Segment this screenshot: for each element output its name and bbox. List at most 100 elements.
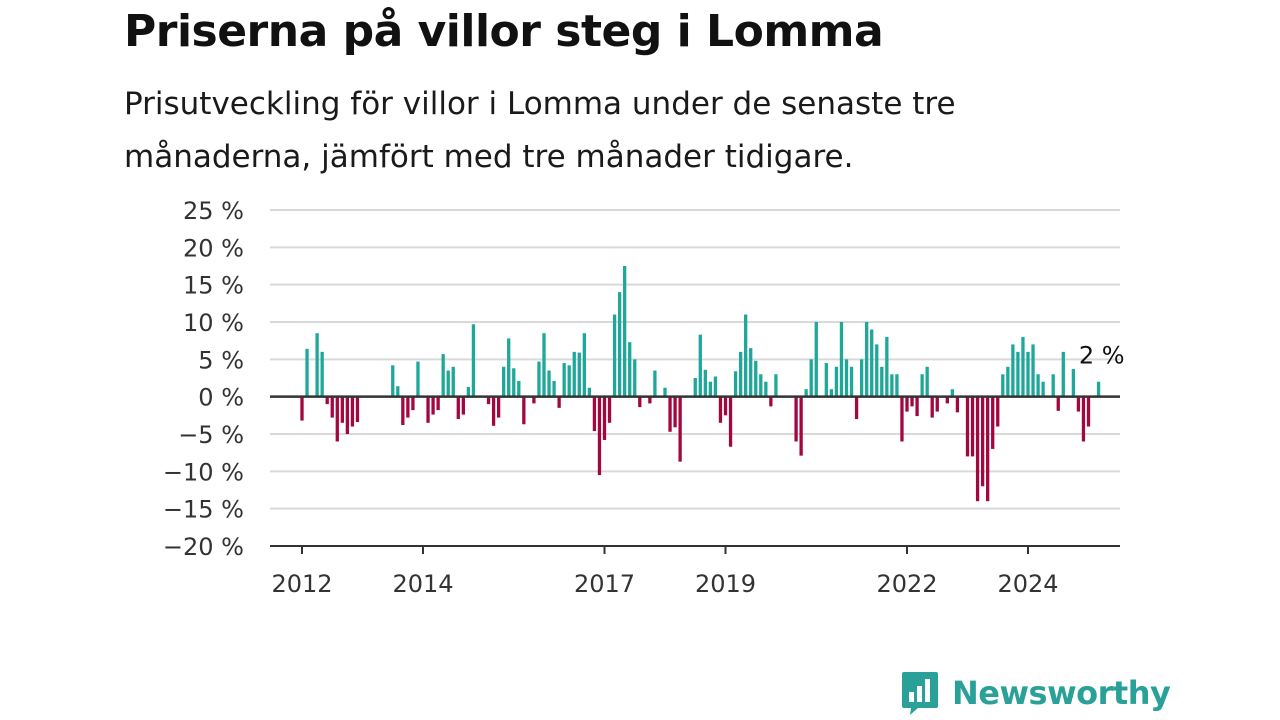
bar bbox=[1011, 344, 1015, 397]
bar bbox=[910, 396, 914, 407]
bar bbox=[663, 387, 667, 397]
bar bbox=[1001, 374, 1005, 397]
bar bbox=[708, 381, 713, 397]
bar bbox=[738, 351, 743, 397]
bar bbox=[774, 374, 778, 397]
bar bbox=[512, 368, 516, 397]
bar bbox=[320, 351, 324, 397]
bar bbox=[970, 396, 975, 457]
bar bbox=[607, 396, 612, 423]
bar bbox=[431, 396, 435, 415]
bar bbox=[466, 386, 471, 397]
bar bbox=[567, 365, 571, 397]
bar bbox=[925, 366, 929, 397]
bar bbox=[552, 380, 556, 397]
bar bbox=[834, 366, 839, 397]
bar bbox=[965, 396, 970, 457]
bar bbox=[648, 396, 652, 404]
bar bbox=[859, 359, 864, 397]
bar bbox=[1041, 381, 1045, 397]
bar bbox=[814, 322, 818, 397]
bar bbox=[668, 396, 672, 432]
bar bbox=[1086, 396, 1091, 427]
x-tick-label: 2024 bbox=[997, 570, 1058, 598]
bar bbox=[703, 369, 707, 397]
bar bbox=[718, 396, 723, 423]
grid-lines bbox=[270, 209, 1120, 510]
bar bbox=[829, 389, 834, 397]
y-tick-label: 10 % bbox=[183, 309, 244, 337]
bar bbox=[456, 396, 460, 420]
bar bbox=[1056, 396, 1060, 411]
x-tick-label: 2012 bbox=[271, 570, 332, 598]
chart-title: Priserna på villor steg i Lomma bbox=[124, 6, 884, 57]
bar bbox=[865, 322, 869, 397]
bar-chart-speech-bubble-icon bbox=[902, 672, 938, 715]
bar bbox=[491, 396, 496, 426]
brand-name: Newsworthy bbox=[952, 674, 1171, 712]
bar bbox=[728, 396, 733, 447]
bar bbox=[935, 396, 939, 412]
bar bbox=[723, 396, 728, 416]
bar bbox=[355, 396, 360, 423]
bars bbox=[300, 266, 1101, 502]
bar bbox=[406, 396, 410, 418]
bar bbox=[305, 348, 309, 397]
bar bbox=[451, 366, 455, 397]
bar bbox=[759, 374, 763, 397]
bar bbox=[436, 396, 440, 411]
x-tick-label: 2017 bbox=[574, 570, 635, 598]
x-axis-labels: 2012 2014 2017 2019 2022 2024 bbox=[271, 570, 1058, 598]
bar bbox=[315, 333, 319, 397]
bar bbox=[345, 396, 350, 434]
y-tick-label: 25 % bbox=[183, 197, 244, 225]
bar bbox=[597, 396, 602, 476]
bar bbox=[557, 396, 561, 408]
chart-subtitle: Prisutveckling för villor i Lomma under … bbox=[124, 86, 956, 175]
bar bbox=[754, 360, 758, 397]
bar bbox=[915, 396, 919, 417]
bar bbox=[733, 371, 738, 397]
bar bbox=[1076, 396, 1081, 412]
bar bbox=[562, 363, 566, 397]
bar bbox=[769, 396, 773, 407]
bar bbox=[678, 396, 682, 462]
bar bbox=[401, 396, 405, 426]
bar bbox=[547, 370, 551, 397]
bar bbox=[325, 396, 329, 405]
bar bbox=[880, 366, 884, 397]
bar bbox=[602, 396, 607, 440]
y-tick-label: −20 % bbox=[163, 533, 244, 561]
bar bbox=[849, 366, 854, 397]
bar bbox=[582, 333, 586, 397]
bar bbox=[991, 396, 995, 449]
bar bbox=[1006, 366, 1010, 397]
bar bbox=[517, 380, 521, 397]
bar bbox=[996, 396, 1000, 427]
bar bbox=[764, 381, 768, 397]
bar bbox=[1061, 351, 1065, 397]
x-tick-label: 2014 bbox=[392, 570, 453, 598]
bar bbox=[340, 396, 344, 423]
bar bbox=[744, 314, 748, 397]
bar bbox=[1071, 369, 1076, 397]
bar bbox=[844, 359, 849, 397]
bar bbox=[330, 396, 334, 418]
bar bbox=[1081, 396, 1086, 442]
bar bbox=[396, 386, 400, 397]
bar bbox=[673, 396, 677, 428]
bar bbox=[875, 344, 879, 397]
y-tick-label: 20 % bbox=[183, 234, 244, 262]
bar bbox=[542, 333, 546, 397]
bar bbox=[1021, 336, 1025, 397]
bar bbox=[890, 374, 894, 397]
bar bbox=[794, 396, 798, 442]
bar bbox=[1031, 344, 1035, 397]
bar bbox=[799, 396, 803, 456]
bar bbox=[416, 361, 420, 397]
bar bbox=[577, 352, 581, 397]
y-axis-labels: 25 % 20 % 15 % 10 % 5 % 0 % −5 % −10 % −15 % −20 … bbox=[163, 197, 244, 561]
x-axis bbox=[270, 395, 1120, 554]
bar bbox=[950, 389, 955, 397]
